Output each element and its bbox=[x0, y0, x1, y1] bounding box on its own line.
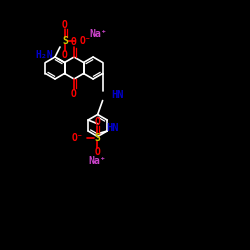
Text: O: O bbox=[94, 147, 100, 157]
Text: S: S bbox=[62, 36, 68, 46]
Text: HN: HN bbox=[112, 90, 124, 101]
Text: O: O bbox=[71, 89, 77, 99]
Text: O: O bbox=[71, 37, 77, 47]
Text: HN: HN bbox=[106, 123, 118, 133]
Text: S: S bbox=[94, 133, 100, 143]
Text: O⁻: O⁻ bbox=[72, 133, 83, 143]
Text: O: O bbox=[62, 20, 68, 30]
Text: O: O bbox=[62, 50, 68, 60]
Text: Na⁺: Na⁺ bbox=[88, 156, 106, 166]
Text: O⁻: O⁻ bbox=[80, 36, 92, 46]
Text: O: O bbox=[94, 117, 100, 127]
Text: H₂N: H₂N bbox=[35, 50, 52, 59]
Text: Na⁺: Na⁺ bbox=[89, 29, 106, 39]
